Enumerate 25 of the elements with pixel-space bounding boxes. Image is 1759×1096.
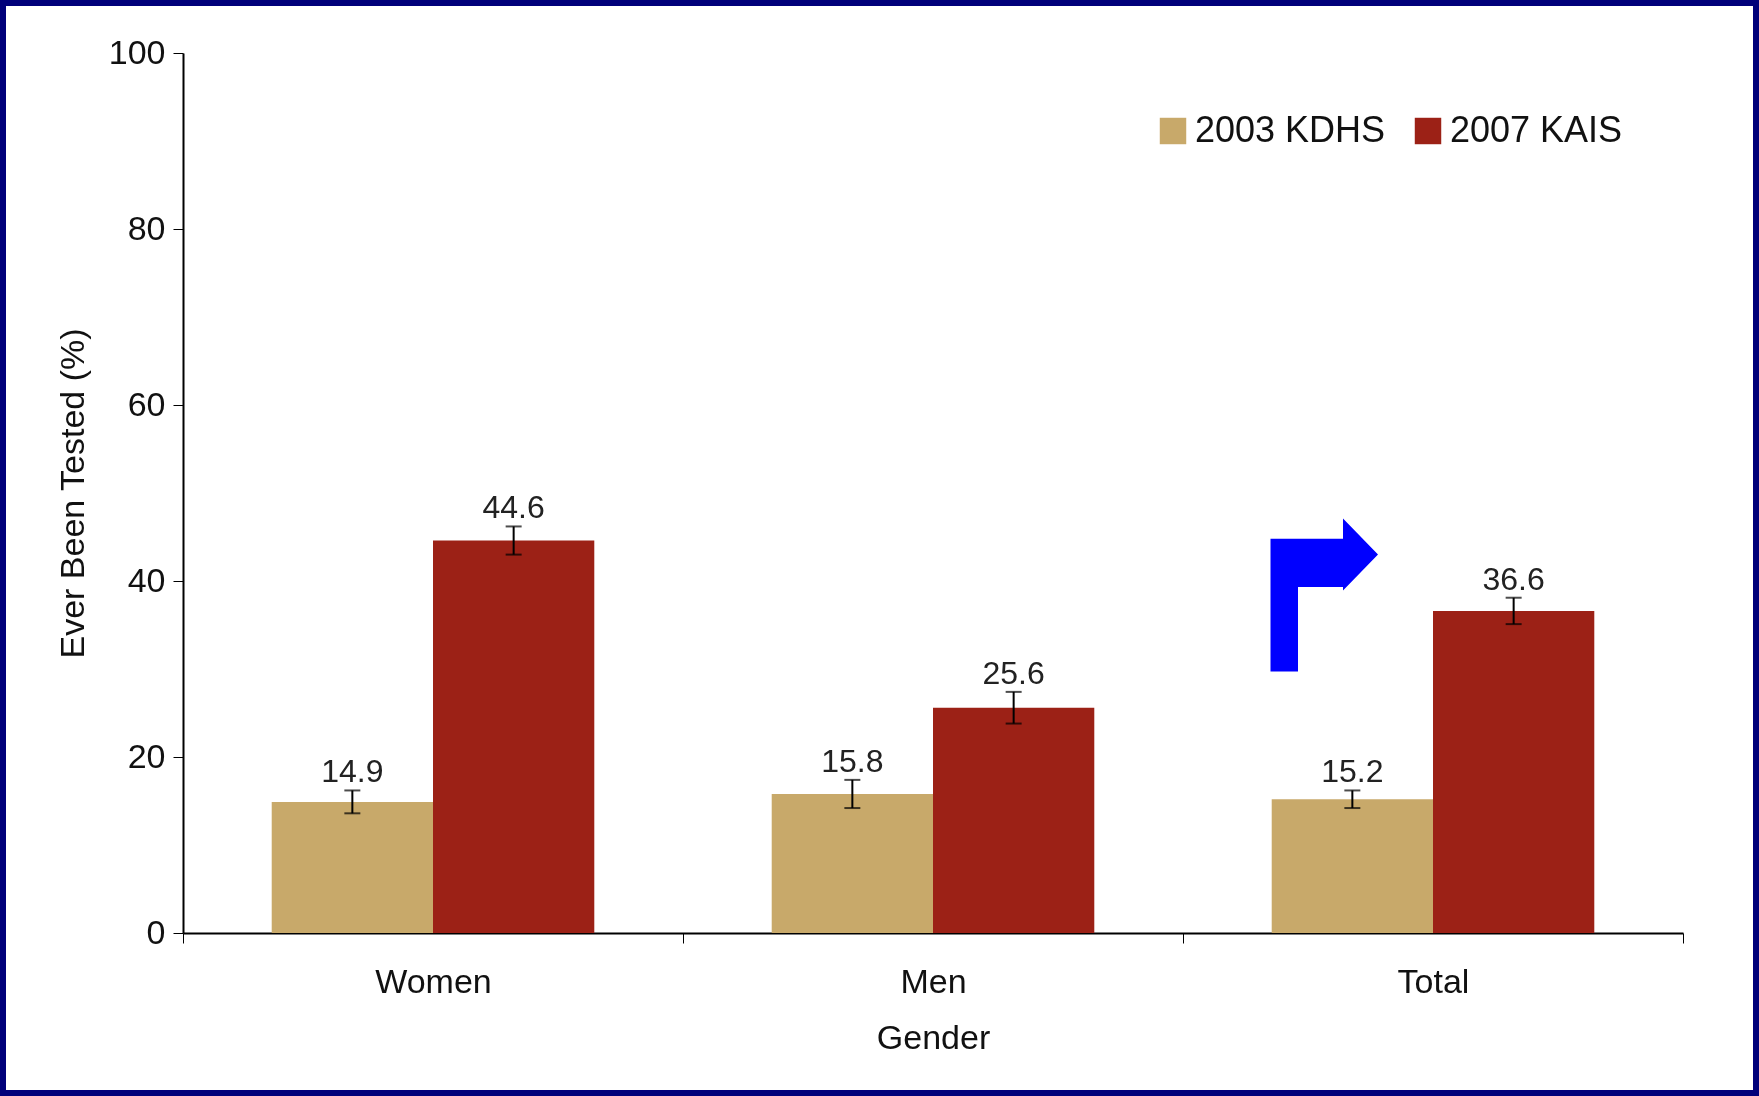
legend-label: 2007 KAIS (1450, 109, 1623, 150)
bar (271, 801, 433, 933)
x-tick-label: Women (375, 961, 492, 1000)
bar (1433, 610, 1595, 933)
x-tick-label: Total (1397, 961, 1470, 1000)
bar (771, 793, 933, 933)
y-axis-title: Ever Been Tested (%) (52, 328, 91, 659)
y-tick-label: 60 (127, 384, 166, 423)
bar (933, 707, 1095, 933)
data-label: 44.6 (482, 489, 545, 526)
y-tick-label: 0 (146, 912, 166, 951)
data-label: 25.6 (982, 654, 1045, 691)
y-tick-label: 80 (127, 208, 166, 247)
data-label: 36.6 (1482, 560, 1545, 597)
y-tick-label: 40 (127, 560, 166, 599)
legend-label: 2003 KDHS (1195, 109, 1386, 150)
x-axis-title: Gender (876, 1017, 991, 1056)
data-label: 14.9 (321, 753, 384, 790)
data-label: 15.8 (821, 742, 884, 779)
data-label: 15.2 (1321, 753, 1384, 790)
bar (1271, 799, 1433, 933)
y-tick-label: 100 (108, 32, 166, 71)
bar (433, 540, 595, 933)
y-tick-label: 20 (127, 736, 166, 775)
x-tick-label: Men (900, 961, 967, 1000)
